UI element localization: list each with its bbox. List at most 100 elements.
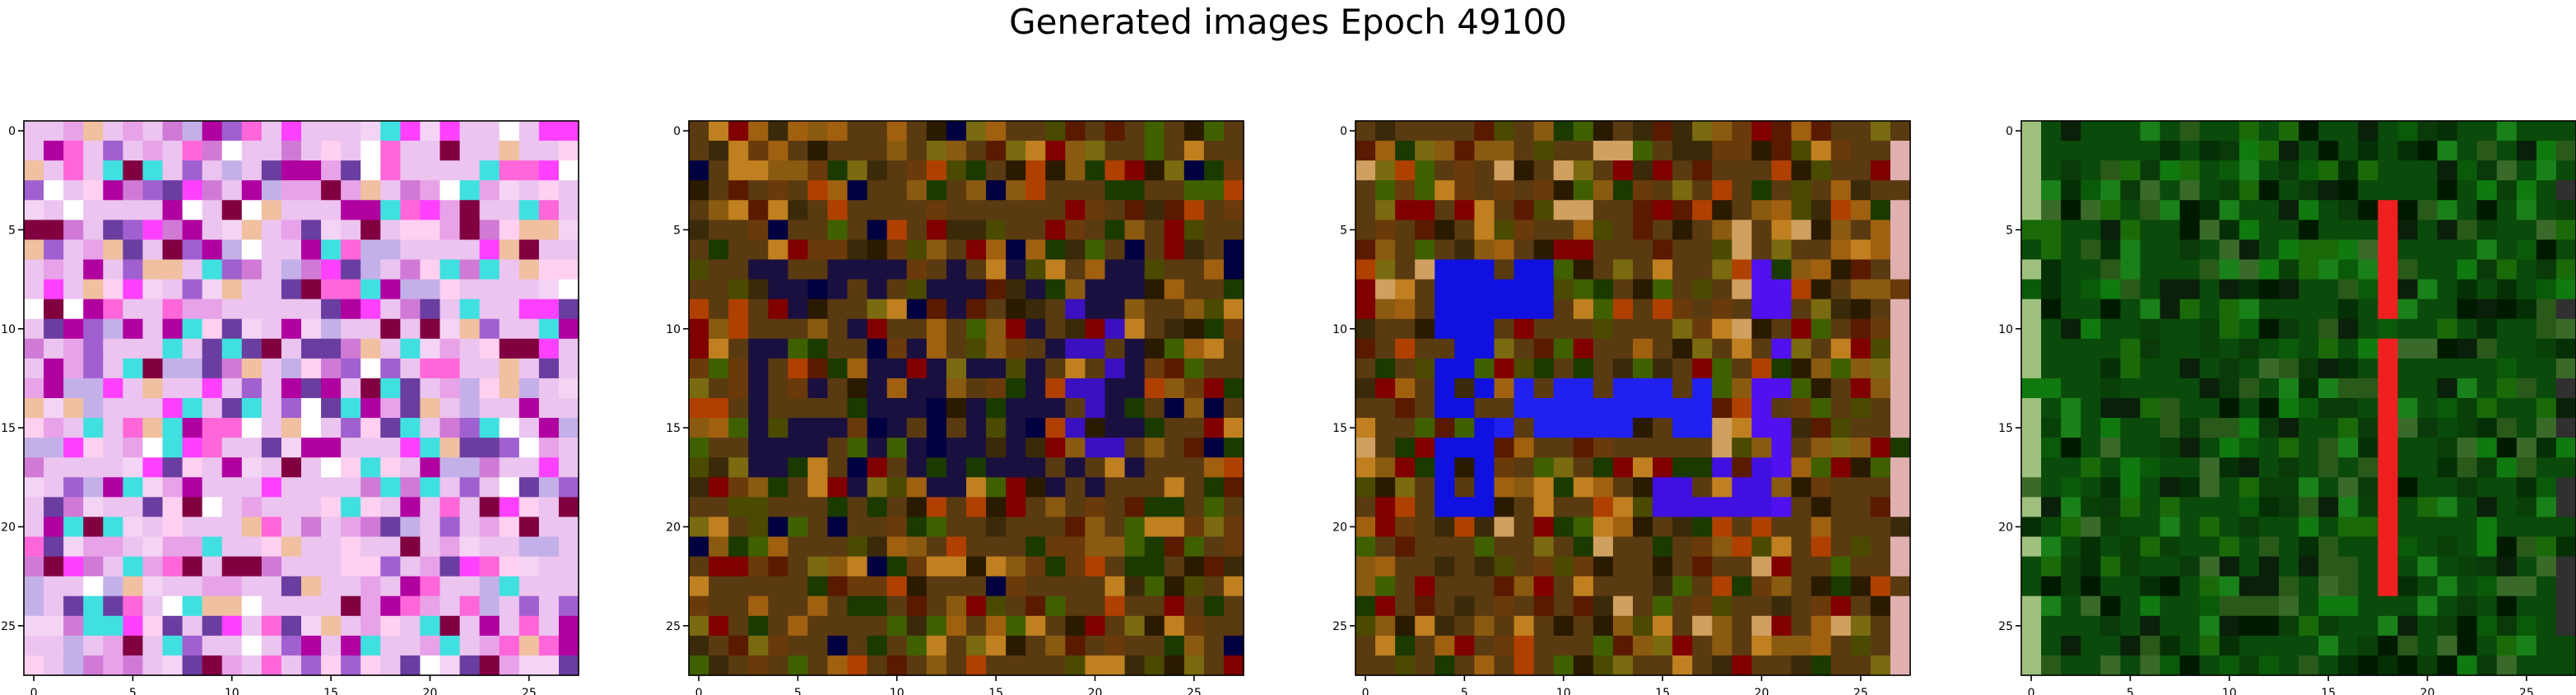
- pixel-cell: [827, 200, 849, 220]
- pixel-cell: [1434, 398, 1455, 419]
- pixel-cell: [1612, 457, 1634, 478]
- pixel-cell: [1203, 477, 1225, 498]
- pixel-cell: [728, 418, 749, 438]
- pixel-cell: [202, 279, 223, 300]
- pixel-cell: [768, 398, 788, 419]
- pixel-cell: [2239, 655, 2260, 676]
- pixel-cell: [182, 220, 203, 241]
- pixel-cell: [103, 160, 123, 181]
- pixel-cell: [2437, 318, 2458, 340]
- pixel-cell: [123, 220, 144, 241]
- pixel-cell: [1514, 556, 1535, 577]
- pixel-cell: [2555, 180, 2576, 201]
- pixel-cell: [1355, 180, 1376, 201]
- x-tick-label: 10: [890, 687, 904, 695]
- pixel-cell: [1791, 259, 1812, 280]
- pixel-cell: [1395, 121, 1416, 141]
- pixel-cell: [499, 318, 520, 340]
- pixel-cell: [2516, 358, 2537, 379]
- pixel-cell: [2239, 318, 2260, 340]
- pixel-cell: [1791, 180, 1812, 201]
- pixel-cell: [689, 141, 709, 161]
- pixel-cell: [2258, 497, 2280, 518]
- pixel-cell: [867, 655, 888, 676]
- pixel-cell: [1553, 477, 1574, 498]
- pixel-cell: [728, 141, 749, 161]
- pixel-cell: [2081, 615, 2101, 637]
- pixel-cell: [1732, 635, 1753, 656]
- pixel-cell: [807, 536, 829, 558]
- pixel-cell: [2299, 358, 2319, 379]
- pixel-cell: [2476, 160, 2498, 181]
- pixel-cell: [2299, 279, 2319, 300]
- pixel-cell: [748, 338, 769, 359]
- pixel-cell: [1533, 180, 1555, 201]
- pixel-cell: [1415, 536, 1435, 558]
- pixel-cell: [2120, 517, 2141, 538]
- pixel-cell: [2120, 160, 2141, 181]
- pixel-cell: [2378, 338, 2398, 359]
- pixel-cell: [1434, 358, 1455, 379]
- pixel-cell: [946, 477, 967, 498]
- pixel-cell: [1850, 160, 1872, 181]
- pixel-cell: [2338, 615, 2359, 637]
- pixel-cell: [123, 180, 144, 201]
- pixel-cell: [2417, 595, 2439, 617]
- pixel-cell: [966, 220, 987, 241]
- pixel-cell: [558, 438, 579, 458]
- pixel-cell: [321, 338, 342, 359]
- pixel-cell: [2021, 160, 2042, 181]
- pixel-cell: [1612, 536, 1634, 558]
- pixel-cell: [1494, 536, 1515, 558]
- pixel-cell: [926, 398, 947, 419]
- pixel-cell: [788, 536, 809, 558]
- pixel-cell: [1104, 418, 1126, 438]
- pixel-cell: [499, 497, 520, 518]
- pixel-cell: [479, 655, 500, 676]
- pixel-cell: [1514, 200, 1535, 220]
- pixel-cell: [1045, 378, 1066, 399]
- pixel-cell: [1612, 239, 1634, 261]
- pixel-cell: [341, 160, 361, 181]
- pixel-cell: [221, 497, 243, 518]
- pixel-cell: [24, 556, 44, 577]
- pixel-cell: [44, 318, 64, 340]
- pixel-cell: [1791, 576, 1812, 597]
- pixel-cell: [867, 635, 888, 656]
- pixel-cell: [2358, 576, 2378, 597]
- pixel-cell: [689, 121, 709, 141]
- pixel-cell: [1533, 576, 1555, 597]
- pixel-cell: [906, 477, 928, 498]
- pixel-cell: [1692, 635, 1713, 656]
- pixel-cell: [2041, 180, 2062, 201]
- pixel-cell: [221, 398, 243, 419]
- pixel-cell: [439, 655, 461, 676]
- pixel-cell: [202, 121, 223, 141]
- pixel-cell: [142, 200, 164, 220]
- pixel-cell: [1025, 338, 1046, 359]
- pixel-cell: [1183, 121, 1205, 141]
- pixel-cell: [886, 615, 908, 637]
- pixel-cell: [2179, 121, 2201, 141]
- pixel-cell: [1065, 457, 1086, 478]
- pixel-cell: [1375, 259, 1396, 280]
- pixel-cell: [1633, 358, 1653, 379]
- pixel-cell: [162, 338, 184, 359]
- pixel-cell: [2219, 497, 2240, 518]
- pixel-cell: [2061, 220, 2081, 241]
- pixel-cell: [538, 259, 560, 280]
- pixel-cell: [2120, 615, 2141, 637]
- y-tick-label: 25: [1332, 620, 1347, 633]
- pixel-cell: [2476, 517, 2498, 538]
- pixel-cell: [202, 576, 223, 597]
- pixel-cell: [2021, 141, 2042, 161]
- pixel-cell: [2516, 655, 2537, 676]
- pixel-cell: [1494, 121, 1515, 141]
- pixel-cell: [1164, 141, 1185, 161]
- pixel-cell: [558, 220, 579, 241]
- pixel-cell: [2179, 239, 2201, 261]
- pixel-cell: [281, 358, 302, 379]
- pixel-cell: [2160, 220, 2181, 241]
- pixel-cell: [162, 220, 184, 241]
- pixel-cell: [2496, 358, 2518, 379]
